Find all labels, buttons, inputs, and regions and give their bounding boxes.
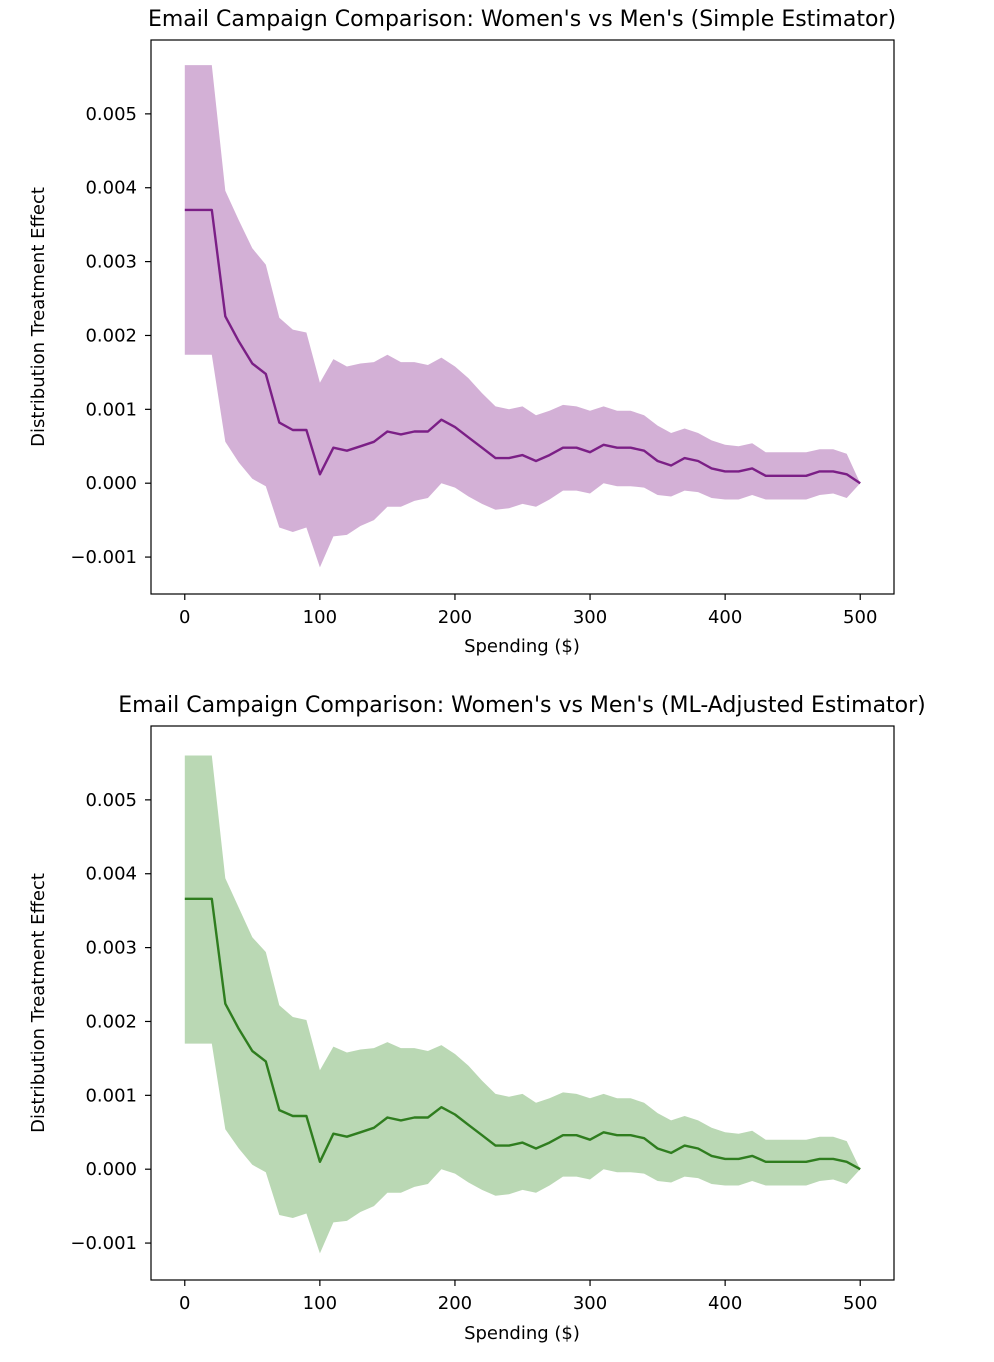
y-tick-label: 0.002 (85, 325, 137, 346)
x-tick-label: 500 (843, 1293, 877, 1314)
x-tick-label: 0 (179, 1293, 190, 1314)
x-tick-label: 300 (573, 1293, 607, 1314)
x-tick-label: 500 (843, 607, 877, 628)
y-tick-label: 0.001 (85, 399, 137, 420)
plot-frame (150, 39, 895, 595)
y-tick-label: 0.004 (85, 864, 137, 885)
x-tick-label: 400 (708, 1293, 742, 1314)
chart-ml-adjusted-estimator: Email Campaign Comparison: Women's vs Me… (28, 693, 926, 1344)
plot-frame (150, 725, 895, 1281)
y-tick-label: 0.001 (85, 1085, 137, 1106)
chart-title: Email Campaign Comparison: Women's vs Me… (118, 693, 926, 718)
confidence-band-layer (184, 755, 861, 1254)
y-tick-label: 0.005 (85, 104, 137, 125)
estimate-line (184, 897, 861, 1171)
x-tick-label: 100 (303, 607, 337, 628)
x-tick-label: 200 (438, 1293, 472, 1314)
y-tick-label: −0.001 (70, 547, 137, 568)
y-tick-label: 0.004 (85, 178, 137, 199)
y-tick-label: 0.005 (85, 790, 137, 811)
confidence-band (184, 65, 861, 568)
y-tick-label: 0.000 (85, 1159, 137, 1180)
x-tick-label: 400 (708, 607, 742, 628)
y-tick-label: −0.001 (70, 1233, 137, 1254)
y-axis-ticks: −0.001 0.000 0.001 0.002 0.003 0.004 0.005 (70, 104, 151, 568)
estimate-line-layer (184, 208, 861, 485)
estimate-line-layer (184, 897, 861, 1171)
x-tick-label: 300 (573, 607, 607, 628)
x-axis-label: Spending ($) (464, 636, 580, 657)
x-tick-label: 200 (438, 607, 472, 628)
y-tick-label: 0.002 (85, 1011, 137, 1032)
chart-title: Email Campaign Comparison: Women's vs Me… (148, 7, 896, 32)
y-axis-label: Distribution Treatment Effect (28, 873, 49, 1133)
chart-simple-estimator: Email Campaign Comparison: Women's vs Me… (28, 7, 896, 657)
y-tick-label: 0.003 (85, 938, 137, 959)
confidence-band (184, 755, 861, 1254)
x-axis-ticks: 0 100 200 300 400 500 (179, 594, 877, 628)
x-axis-label: Spending ($) (464, 1323, 580, 1344)
y-tick-label: 0.003 (85, 252, 137, 273)
confidence-band-layer (184, 65, 861, 568)
x-tick-label: 0 (179, 607, 190, 628)
y-axis-ticks: −0.001 0.000 0.001 0.002 0.003 0.004 0.005 (70, 790, 151, 1254)
y-axis-label: Distribution Treatment Effect (28, 187, 49, 447)
x-tick-label: 100 (303, 1293, 337, 1314)
x-axis-ticks: 0 100 200 300 400 500 (179, 1280, 877, 1314)
y-tick-label: 0.000 (85, 473, 137, 494)
estimate-line (184, 208, 861, 485)
